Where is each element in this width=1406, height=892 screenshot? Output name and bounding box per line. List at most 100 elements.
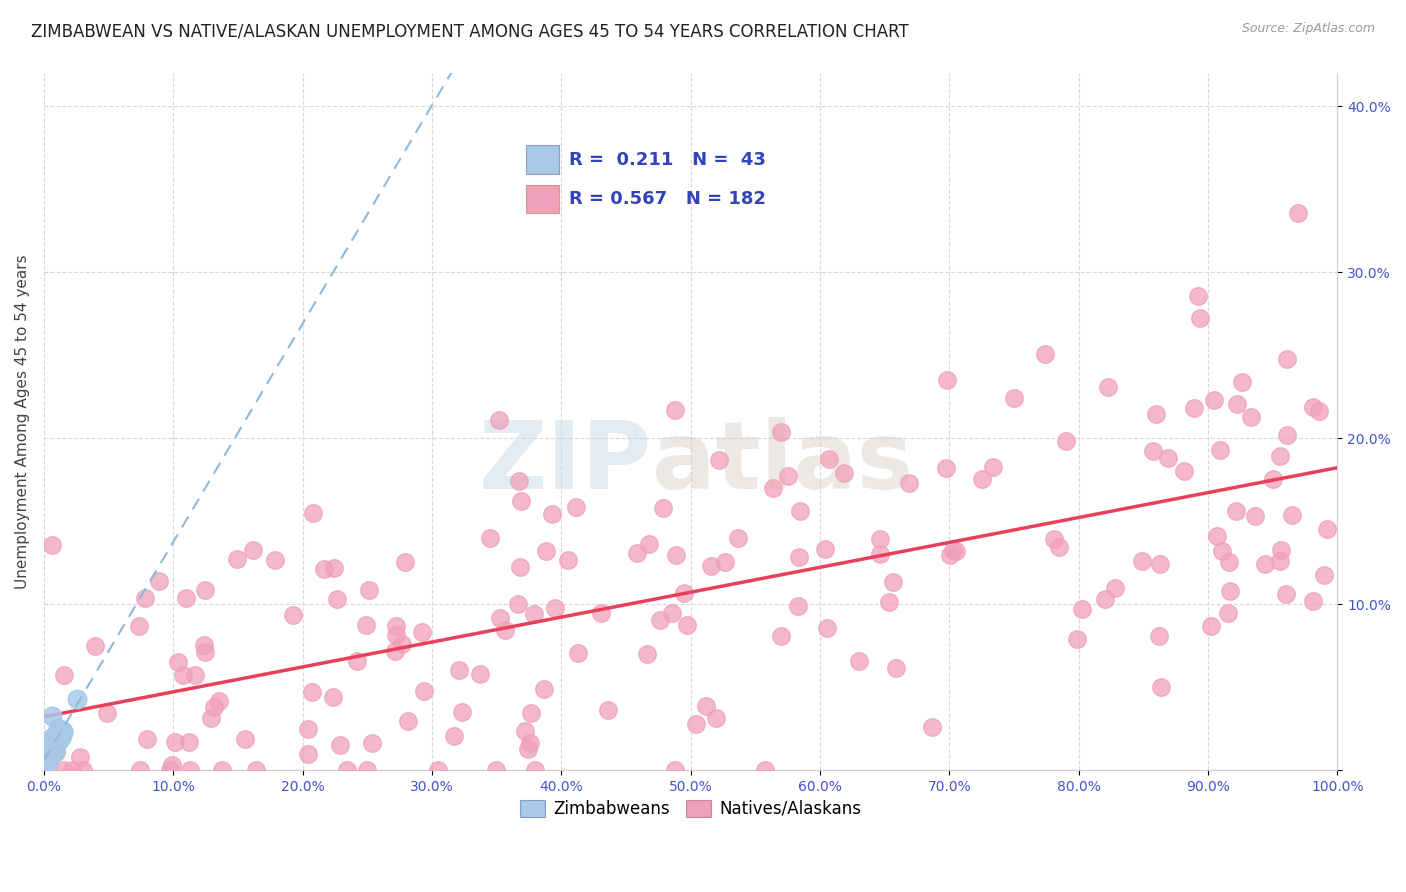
- Point: [699, 558, 721, 573]
- Point: [661, 606, 683, 620]
- Point: [44, 738, 66, 752]
- Point: [769, 629, 792, 643]
- Point: [35, 753, 58, 767]
- Point: [1070, 602, 1092, 616]
- Point: [598, 703, 620, 717]
- Point: [848, 654, 870, 668]
- Point: [450, 705, 472, 719]
- Point: [1263, 472, 1285, 486]
- Point: [519, 735, 541, 749]
- Point: [32, 756, 55, 771]
- Point: [770, 425, 793, 439]
- Point: [297, 722, 319, 736]
- Point: [361, 736, 384, 750]
- Point: [391, 637, 413, 651]
- Point: [41, 737, 63, 751]
- Point: [42, 742, 65, 756]
- Point: [163, 734, 186, 748]
- Point: [39, 731, 62, 746]
- Point: [713, 555, 735, 569]
- Point: [34, 758, 56, 772]
- Point: [179, 763, 201, 777]
- Point: [1204, 392, 1226, 407]
- Point: [1047, 540, 1070, 554]
- Point: [172, 668, 194, 682]
- Point: [242, 542, 264, 557]
- Point: [413, 683, 436, 698]
- Point: [533, 681, 555, 696]
- Point: [193, 582, 215, 597]
- Point: [443, 729, 465, 743]
- Point: [177, 734, 200, 748]
- Point: [41, 749, 63, 764]
- Point: [83, 639, 105, 653]
- Point: [44, 728, 66, 742]
- Point: [695, 698, 717, 713]
- Point: [488, 413, 510, 427]
- Point: [44, 732, 66, 747]
- Point: [508, 597, 530, 611]
- Point: [591, 606, 613, 620]
- Point: [1002, 391, 1025, 405]
- Point: [44, 744, 66, 758]
- Point: [1211, 543, 1233, 558]
- Point: [323, 561, 346, 575]
- Point: [60, 763, 83, 777]
- Point: [159, 763, 181, 777]
- Point: [322, 690, 344, 704]
- Point: [69, 749, 91, 764]
- Point: [1206, 529, 1229, 543]
- Point: [356, 763, 378, 777]
- Point: [818, 452, 841, 467]
- Legend: Zimbabweans, Natives/Alaskans: Zimbabweans, Natives/Alaskans: [513, 793, 869, 824]
- Point: [38, 749, 60, 764]
- Point: [936, 374, 959, 388]
- Point: [35, 752, 58, 766]
- Point: [35, 756, 58, 770]
- Point: [148, 574, 170, 588]
- FancyBboxPatch shape: [526, 185, 560, 213]
- Point: [326, 591, 349, 606]
- Point: [41, 538, 63, 552]
- Point: [519, 706, 541, 721]
- Point: [72, 763, 94, 777]
- Point: [34, 736, 56, 750]
- Point: [650, 613, 672, 627]
- Point: [1219, 583, 1241, 598]
- Point: [1302, 593, 1324, 607]
- Point: [832, 467, 855, 481]
- Point: [1150, 680, 1173, 694]
- Point: [509, 494, 531, 508]
- Point: [52, 726, 75, 740]
- Point: [297, 747, 319, 761]
- Point: [1270, 542, 1292, 557]
- Point: [1182, 401, 1205, 415]
- Point: [789, 503, 811, 517]
- Point: [869, 532, 891, 546]
- Point: [1302, 400, 1324, 414]
- Point: [128, 619, 150, 633]
- Point: [193, 639, 215, 653]
- Point: [544, 600, 567, 615]
- Text: atlas: atlas: [652, 417, 912, 509]
- Point: [174, 591, 197, 606]
- Point: [184, 667, 207, 681]
- Point: [233, 731, 256, 746]
- Point: [52, 723, 75, 738]
- Point: [32, 754, 55, 768]
- Point: [1187, 289, 1209, 303]
- Point: [1268, 449, 1291, 463]
- Point: [1097, 380, 1119, 394]
- Point: [96, 706, 118, 721]
- Point: [1268, 554, 1291, 568]
- Point: [128, 763, 150, 777]
- Point: [38, 747, 60, 762]
- Point: [1066, 632, 1088, 646]
- Point: [281, 607, 304, 622]
- Point: [877, 595, 900, 609]
- Point: [673, 586, 696, 600]
- Point: [37, 735, 59, 749]
- Point: [523, 607, 546, 621]
- Point: [35, 742, 58, 756]
- Point: [53, 763, 76, 777]
